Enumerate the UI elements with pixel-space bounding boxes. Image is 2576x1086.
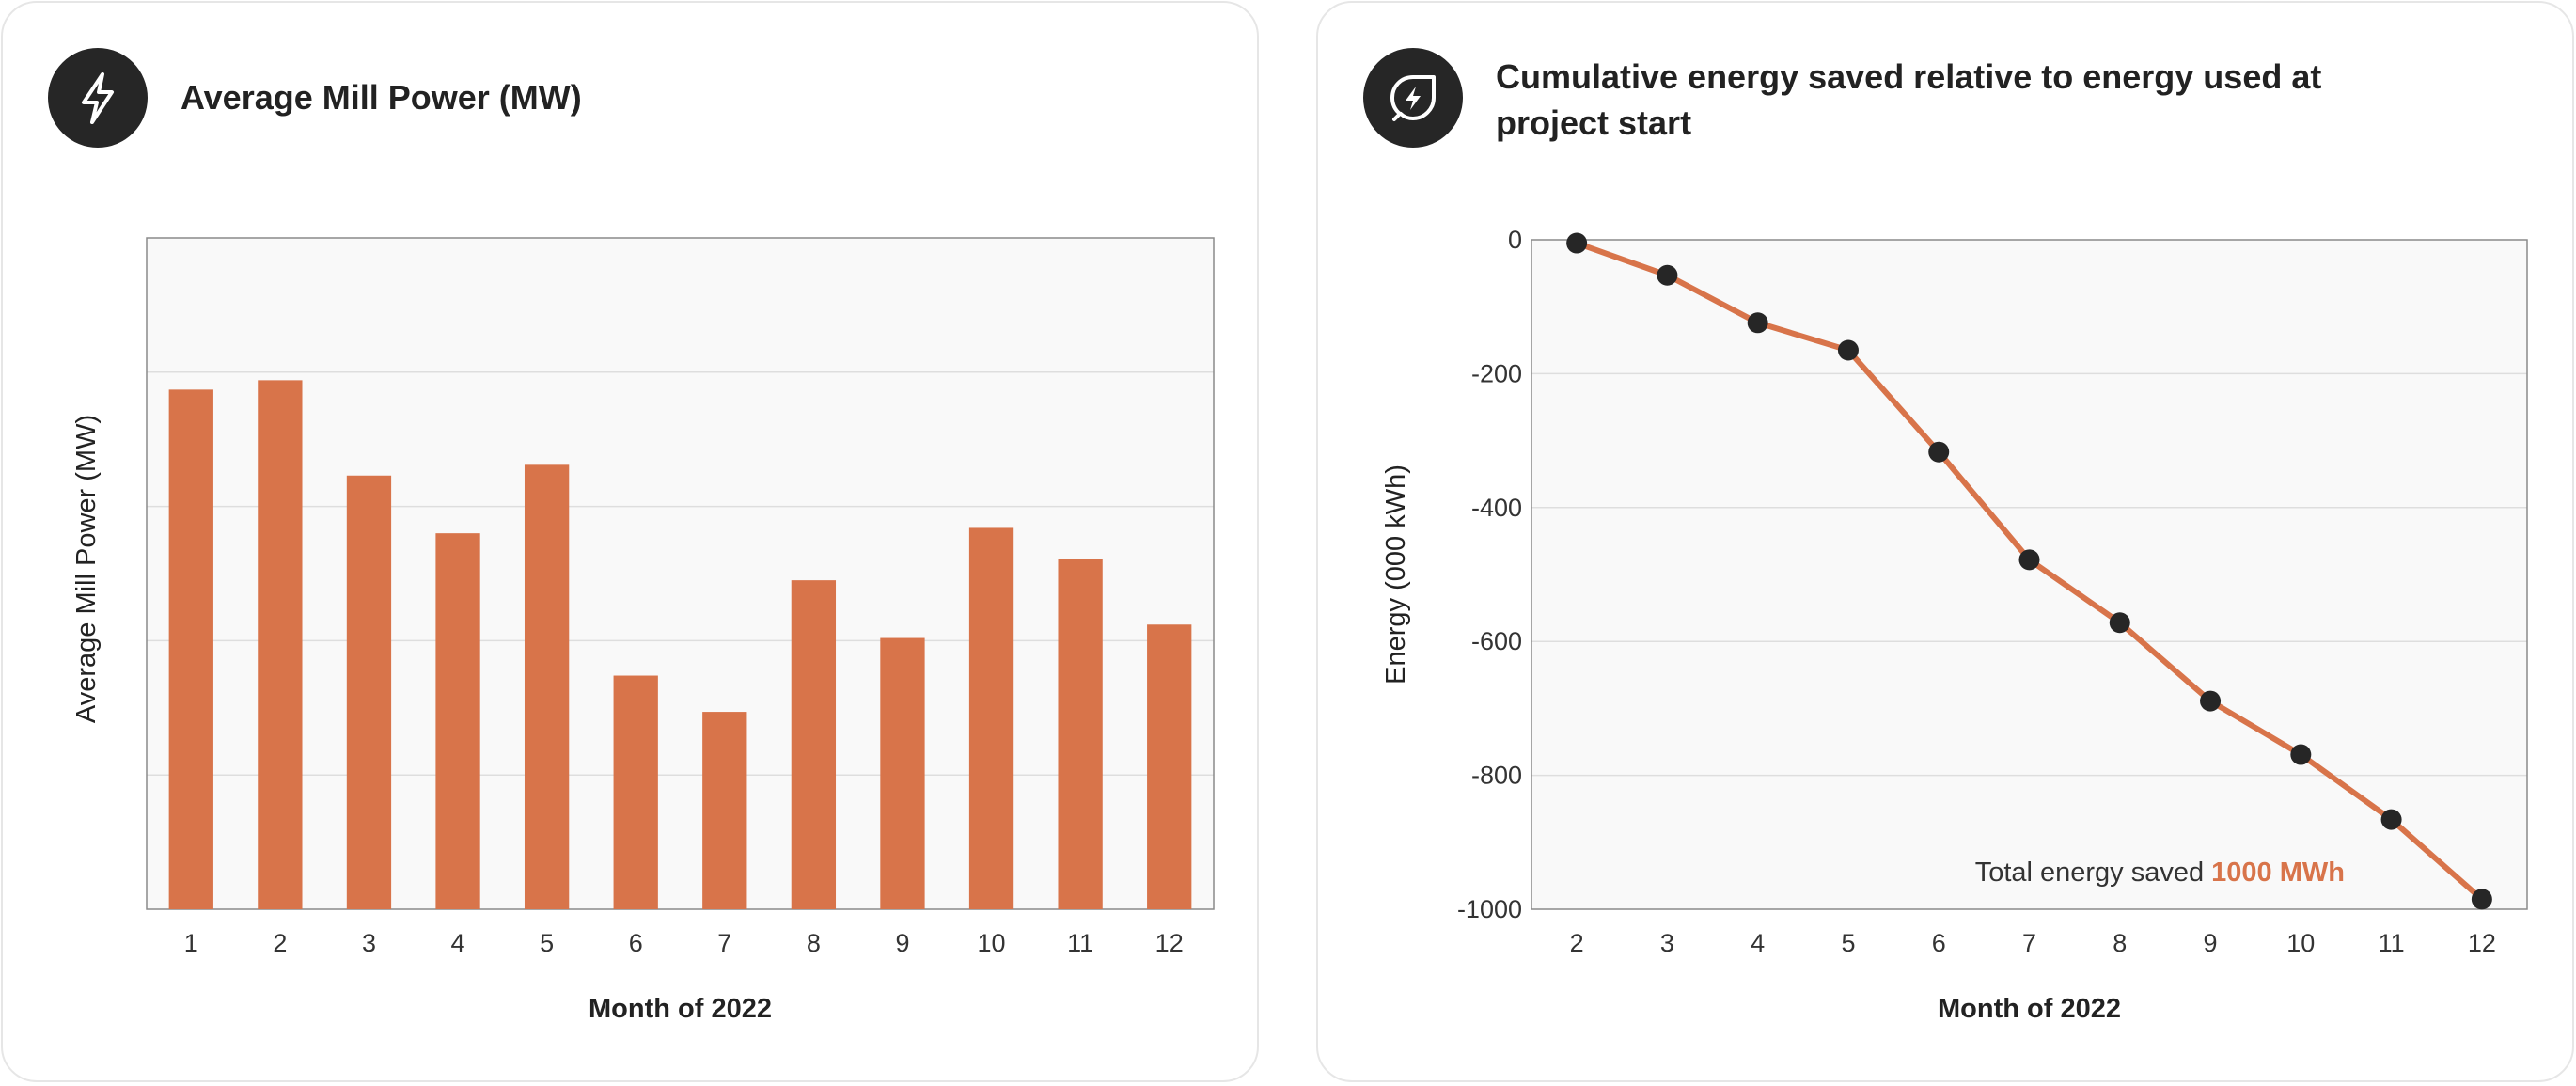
y-tick-label: -1000 [1457, 895, 1522, 923]
total-energy-value: 1000 MWh [2211, 858, 2345, 888]
y-tick-label: -800 [1471, 762, 1522, 790]
x-tick-label: 2 [273, 929, 287, 957]
x-tick-label: 11 [2379, 929, 2405, 957]
data-point [1657, 264, 1678, 286]
line-chart: 0 -200 -400 -600 -800 -1000 2 3 4 5 6 7 8 9 10 11 12 Mont… [1381, 226, 2528, 1024]
x-tick-label: 11 [1067, 929, 1093, 957]
x-tick-label: 10 [2286, 929, 2315, 957]
data-point [2290, 744, 2312, 765]
bar [791, 580, 837, 909]
plot-frame [1531, 239, 2528, 910]
y-axis-title: Energy (000 kWh) [1381, 464, 1411, 685]
average-mill-power-card: Average Mill Power (MW) 1 2 3 4 5 6 7 8 9 10 11 12 M… [1, 1, 1259, 1082]
y-tick-label: -600 [1471, 627, 1522, 655]
bar [702, 712, 747, 909]
x-tick-label: 12 [1155, 929, 1184, 957]
data-point [1928, 441, 1950, 463]
card-title: Cumulative energy saved relative to ener… [1496, 57, 2322, 142]
card-title: Average Mill Power (MW) [181, 78, 582, 117]
plot-frame [146, 237, 1215, 910]
leaf-bolt-icon [1363, 48, 1463, 148]
bar [1058, 559, 1103, 909]
x-tick-label: 8 [807, 929, 821, 957]
data-point [1566, 232, 1588, 254]
bar [613, 675, 658, 909]
data-point [1747, 312, 1768, 334]
x-tick-label: 8 [2113, 929, 2127, 957]
data-point [2109, 612, 2130, 634]
data-point [2018, 549, 2040, 571]
bar [258, 380, 303, 909]
x-tick-label: 9 [895, 929, 909, 957]
bar [435, 533, 480, 909]
cumulative-energy-card: Cumulative energy saved relative to ener… [1316, 1, 2574, 1082]
x-tick-label: 3 [1660, 929, 1674, 957]
x-tick-label: 10 [978, 929, 1006, 957]
bar [346, 475, 392, 909]
x-tick-label: 5 [540, 929, 554, 957]
x-tick-label: 4 [1751, 929, 1765, 957]
data-point [1837, 339, 1859, 361]
data-point [2471, 889, 2492, 910]
y-tick-label: 0 [1508, 226, 1522, 254]
total-energy-label: Total energy saved [1975, 858, 2211, 888]
x-tick-label: 3 [362, 929, 376, 957]
x-tick-label: 7 [717, 929, 731, 957]
y-tick-label: -400 [1471, 494, 1522, 522]
bar [1147, 624, 1192, 909]
bar [168, 389, 213, 909]
lightning-bolt-icon [48, 48, 148, 148]
bar [524, 464, 570, 909]
bar [968, 527, 1014, 909]
x-tick-label: 6 [629, 929, 643, 957]
data-point [2380, 809, 2402, 830]
x-tick-label: 4 [451, 929, 465, 957]
y-axis-title: Average Mill Power (MW) [71, 415, 102, 723]
x-tick-label: 5 [1841, 929, 1855, 957]
x-tick-label: 2 [1570, 929, 1584, 957]
bar [880, 637, 925, 909]
x-axis-title: Month of 2022 [1938, 994, 2121, 1024]
x-axis-title: Month of 2022 [589, 994, 772, 1024]
total-energy-note: Total energy saved 1000 MWh [1975, 858, 2345, 888]
x-tick-label: 9 [2204, 929, 2218, 957]
x-tick-label: 6 [1932, 929, 1946, 957]
plot-area [147, 238, 1214, 909]
x-tick-label: 12 [2468, 929, 2496, 957]
y-tick-label: -200 [1471, 359, 1522, 387]
x-tick-label: 7 [2022, 929, 2036, 957]
data-point [2200, 690, 2222, 712]
x-tick-label: 1 [184, 929, 198, 957]
